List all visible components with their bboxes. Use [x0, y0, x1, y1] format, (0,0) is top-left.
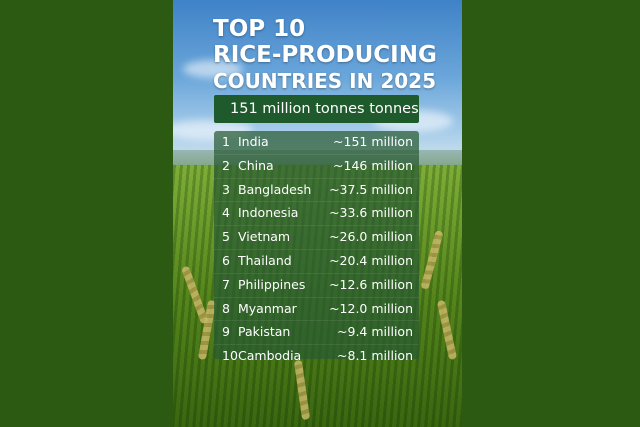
rank-number: 4: [222, 205, 230, 221]
production-value: ~12.0 million: [329, 300, 413, 316]
production-value: ~146 million: [333, 157, 413, 173]
country-name: Indonesia: [238, 205, 299, 221]
rank-number: 7: [222, 276, 230, 292]
ranking-list: 1 India ~151 million 2 China ~146 millio…: [214, 131, 419, 363]
production-value: ~20.4 million: [329, 252, 413, 268]
title-line-2: RICE-PRODUCING: [213, 42, 437, 68]
country-name: Thailand: [238, 252, 292, 268]
country-name: Pakistan: [238, 324, 291, 340]
poster-title: TOP 10 RICE-PRODUCING COUNTRIES IN 2025: [213, 16, 453, 94]
list-item: 8 Myanmar ~12.0 million: [214, 298, 419, 322]
production-value: ~33.6 million: [329, 205, 413, 221]
list-item: 3 Bangladesh ~37.5 million: [214, 179, 419, 203]
title-line-1: TOP 10: [213, 16, 306, 42]
rice-poster: TOP 10 RICE-PRODUCING COUNTRIES IN 2025 …: [173, 0, 462, 427]
production-value: ~12.6 million: [329, 276, 413, 292]
country-name: Bangladesh: [238, 181, 312, 197]
country-name: Myanmar: [238, 300, 297, 316]
list-item: 1 India ~151 million: [214, 131, 419, 155]
country-name: Cambodia: [238, 348, 302, 364]
list-item: 9 Pakistan ~9.4 million: [214, 321, 419, 346]
production-value: ~9.4 million: [337, 324, 413, 340]
rank-number: 2: [222, 157, 230, 173]
production-value: ~26.0 million: [329, 229, 413, 245]
list-item: 6 Thailand ~20.4 million: [214, 250, 419, 274]
rank-number: 8: [222, 300, 230, 316]
production-banner: 151 million tonnes tonnes: [214, 95, 419, 123]
cloud-shape: [183, 60, 243, 78]
rank-number: 10: [222, 348, 238, 364]
list-item: 10 Cambodia ~8.1 million: [214, 345, 419, 368]
list-item: 5 Vietnam ~26.0 million: [214, 226, 419, 250]
country-name: India: [238, 134, 269, 149]
rank-number: 6: [222, 252, 230, 268]
country-name: Philippines: [238, 276, 306, 292]
production-value: ~151 million: [333, 134, 413, 149]
rank-number: 5: [222, 229, 230, 245]
production-value: ~37.5 million: [329, 181, 413, 197]
rank-number: 9: [222, 324, 230, 340]
country-name: Vietnam: [238, 229, 291, 245]
title-line-3: COUNTRIES IN 2025: [213, 69, 436, 93]
list-item: 2 China ~146 million: [214, 155, 419, 179]
rank-number: 3: [222, 181, 230, 197]
production-value: ~8.1 million: [337, 348, 413, 364]
country-name: China: [238, 157, 274, 173]
rank-number: 1: [222, 134, 230, 149]
list-item: 4 Indonesia ~33.6 million: [214, 202, 419, 227]
list-item: 7 Philippines ~12.6 million: [214, 274, 419, 298]
